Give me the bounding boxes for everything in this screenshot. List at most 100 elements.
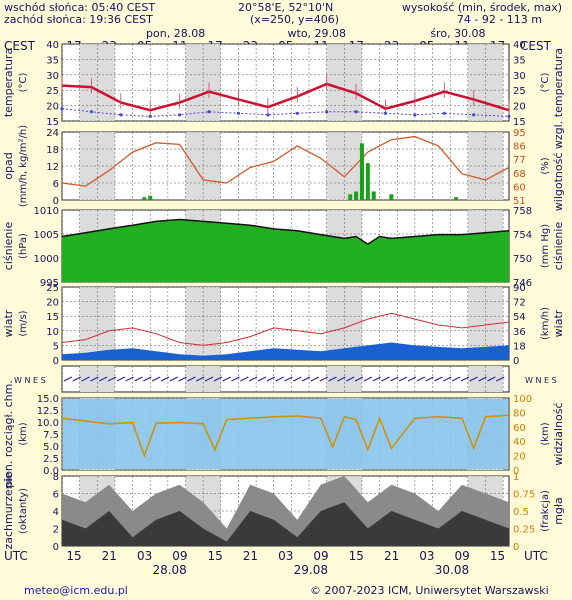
wind-arrow: [213, 376, 223, 382]
left-tick-label: 1010: [34, 206, 59, 217]
precip-bar: [148, 195, 153, 200]
dewpoint-point: [236, 111, 241, 115]
dewpoint-point: [266, 113, 270, 117]
precip-bar: [359, 143, 364, 200]
dewpoint-point: [178, 113, 182, 117]
left-axis-title: ciśnienie: [2, 222, 15, 271]
wind-arrow: [372, 376, 381, 382]
left-tick-label: 6: [53, 490, 59, 501]
wind-arrow: [248, 376, 258, 382]
dewpoint-point: [507, 114, 511, 118]
humidity-line: [61, 135, 510, 187]
right-tick-label: 60: [513, 423, 526, 434]
bottom-hour-label: 15: [208, 549, 223, 563]
left-tick-label: 24: [46, 128, 59, 139]
wind-arrow: [345, 376, 355, 382]
left-tick-label: 5: [53, 341, 59, 352]
panel-frame: [61, 365, 510, 393]
bottom-hour-label: 03: [419, 549, 434, 563]
right-tick-label: 72: [513, 298, 526, 309]
right-tick-label: 0.25: [513, 525, 535, 536]
tz-right-bottom: UTC: [524, 549, 548, 563]
wind-arrow: [257, 376, 267, 382]
left-axis-unit: (oktanty): [18, 488, 29, 534]
precip-bar: [371, 191, 376, 200]
winddir-right-label: W N E S: [525, 376, 557, 385]
left-tick-label: 8: [53, 472, 59, 483]
right-tick-label: 746: [513, 278, 532, 289]
left-tick-label: 10: [46, 327, 59, 338]
left-tick-label: 0: [53, 356, 59, 367]
footer-email[interactable]: meteo@icm.edu.pl: [24, 584, 128, 597]
wind-gust-line: [61, 312, 510, 346]
left-tick-label: 20: [46, 102, 59, 113]
right-axis-title: wiatr: [552, 309, 565, 337]
right-axis-unit: (°C): [540, 73, 551, 93]
pressure-line: [61, 218, 510, 245]
right-tick-label: 18: [513, 341, 526, 352]
right-tick-label: 0: [513, 466, 519, 477]
right-axis-unit: (km/h): [540, 307, 551, 340]
right-tick-label: 25: [513, 86, 526, 97]
right-tick-label: 51: [513, 196, 526, 207]
visibility-line: [61, 414, 510, 458]
wind-arrow: [90, 376, 99, 382]
left-tick-label: 2.5: [43, 454, 59, 465]
bottom-hour-label: 09: [172, 549, 187, 563]
dewpoint-point: [119, 113, 123, 117]
wind-arrow: [204, 376, 214, 382]
left-tick-label: 40: [46, 40, 59, 51]
right-tick-label: 40: [513, 437, 526, 448]
wind-arrow: [398, 376, 408, 382]
left-tick-label: 7.5: [43, 430, 59, 441]
coords-text: 20°58'E, 52°10'N: [238, 1, 334, 14]
precip-bar: [389, 194, 394, 200]
left-tick-label: 15: [46, 117, 59, 128]
left-tick-label: 30: [46, 71, 59, 82]
bottom-hour-label: 15: [490, 549, 505, 563]
right-tick-label: 40: [513, 40, 526, 51]
wind-arrow: [81, 376, 90, 382]
wind-arrow: [301, 376, 311, 382]
wind-arrow: [469, 376, 478, 382]
wind-arrow: [434, 376, 443, 382]
precip-bar: [454, 197, 459, 200]
bottom-hour-label: 09: [313, 549, 328, 563]
bottom-hour-label: 15: [349, 549, 364, 563]
left-axis-unit: (m/s): [18, 310, 29, 336]
wind-arrow: [390, 376, 399, 382]
right-tick-label: 30: [513, 71, 526, 82]
left-tick-label: 0: [53, 196, 59, 207]
wind-arrow: [310, 376, 320, 382]
wind-arrow: [354, 376, 364, 382]
wind-arrow: [460, 376, 470, 382]
wind-arrow: [231, 376, 240, 382]
temperature-line: [61, 82, 510, 112]
bottom-hour-label: 03: [137, 549, 152, 563]
cloud-layer-band: [63, 399, 508, 469]
wind-arrow: [425, 376, 434, 382]
wind-arrow: [98, 376, 108, 382]
right-tick-label: 0.75: [513, 490, 535, 501]
wind-arrow: [134, 376, 143, 382]
left-axis-title: wiatr: [2, 309, 15, 337]
right-axis-unit: (km): [540, 422, 551, 445]
date-label-bottom: 29.08: [294, 563, 328, 577]
wind-arrow: [443, 376, 452, 382]
wind-arrow: [107, 376, 117, 382]
left-tick-label: 20: [46, 298, 59, 309]
right-tick-label: 20: [513, 102, 526, 113]
right-tick-label: 750: [513, 254, 532, 265]
left-tick-label: 12.5: [37, 406, 59, 417]
right-tick-label: 0: [513, 542, 519, 553]
precip-bar: [354, 191, 359, 200]
wind-arrow: [116, 376, 126, 382]
right-axis-unit: (frakcja): [540, 490, 551, 532]
left-tick-label: 995: [40, 278, 59, 289]
left-tick-label: 2: [53, 525, 59, 536]
left-axis-title: pion. rozciągł. chm.: [2, 380, 15, 488]
wind-arrow: [407, 376, 417, 382]
right-tick-label: 754: [513, 230, 532, 241]
right-axis-title: wilgotność wzgl.: [552, 121, 565, 211]
